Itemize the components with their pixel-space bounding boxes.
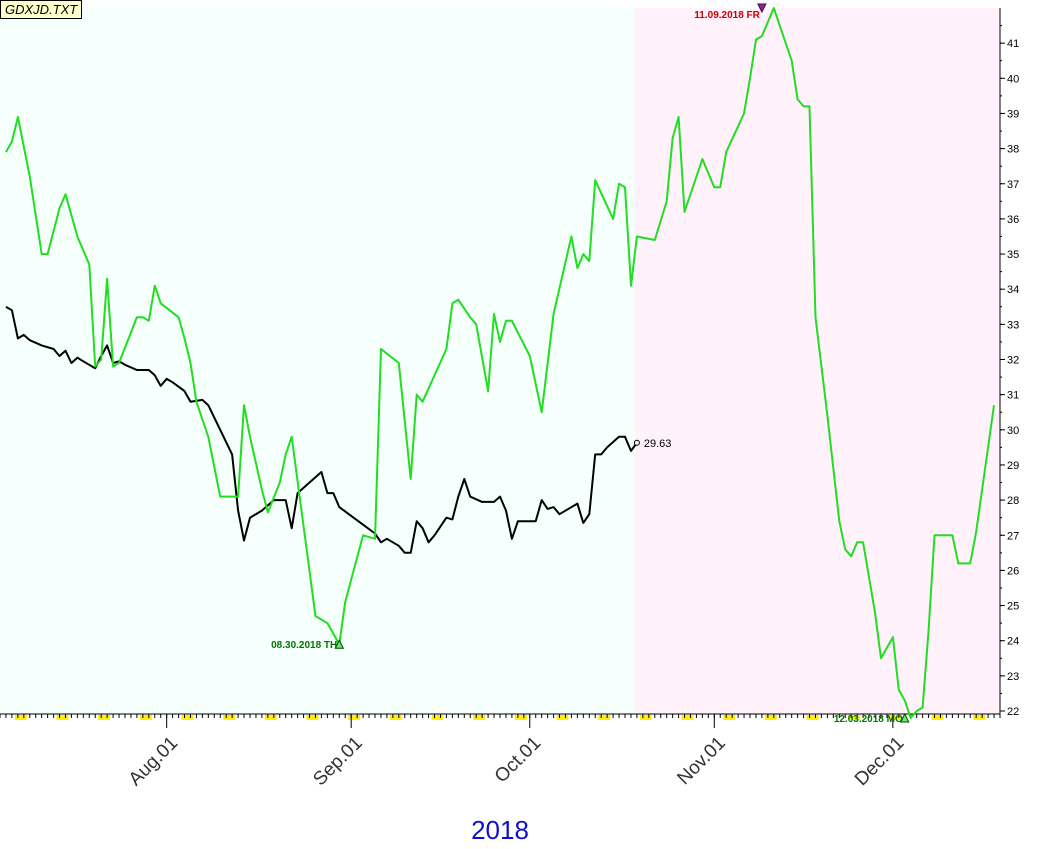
last-value-label: 29.63 [644,438,672,450]
y-tick-label: 32 [1007,355,1019,367]
y-tick-label: 39 [1007,108,1019,120]
y-tick-label: 40 [1007,73,1019,85]
y-tick-label: 41 [1007,38,1019,50]
past-region-background [0,8,635,714]
y-tick-label: 26 [1007,565,1019,577]
y-tick-label: 31 [1007,390,1019,402]
y-tick-label: 35 [1007,249,1019,261]
x-tick-label: Nov.01 [673,733,729,789]
y-tick-label: 28 [1007,495,1019,507]
high-annotation-label: 11.09.2018 FR [694,10,760,21]
y-tick-label: 33 [1007,319,1019,331]
x-tick-label: Aug.01 [125,733,182,790]
low-marker [899,712,910,723]
price-line [5,305,638,554]
year-label: 2018 [471,815,529,845]
y-tick-label: 27 [1007,530,1019,542]
projection-region-background [634,8,1000,714]
low-annotation-label: 12.03.2018 MO [834,714,903,725]
y-tick-label: 36 [1007,214,1019,226]
y-tick-label: 37 [1007,179,1019,191]
ticker-label: GDXJD.TXT [0,0,83,19]
projection-line [5,7,995,719]
y-tick-label: 29 [1007,460,1019,472]
y-tick-label: 25 [1007,601,1019,613]
last-value-marker [633,439,640,446]
low-marker [334,639,345,649]
x-tick-label: Dec.01 [851,733,908,790]
y-tick-label: 24 [1007,636,1019,648]
x-tick-label: Oct.01 [491,733,545,787]
high-marker [757,3,767,14]
y-tick-label: 30 [1007,425,1019,437]
y-tick-label: 38 [1007,144,1019,156]
annotation-layer: 08.30.2018 TH 11.09.2018 FR 12.03.2018 MO [271,3,910,725]
x-axis: Aug.01 Sep.01 Oct.01 Nov.01 Dec.01 [0,713,1001,790]
y-tick-label: 22 [1007,706,1019,718]
x-tick-label: Sep.01 [309,733,366,790]
y-tick-label: 23 [1007,671,1019,683]
series-layer: 29.63 [5,7,995,719]
low-annotation-label: 08.30.2018 TH [271,640,337,651]
y-tick-label: 34 [1007,284,1019,296]
y-axis: 22 23 24 25 26 27 28 29 30 31 32 33 34 35 36 37 38 39 40 41 [999,8,1019,718]
